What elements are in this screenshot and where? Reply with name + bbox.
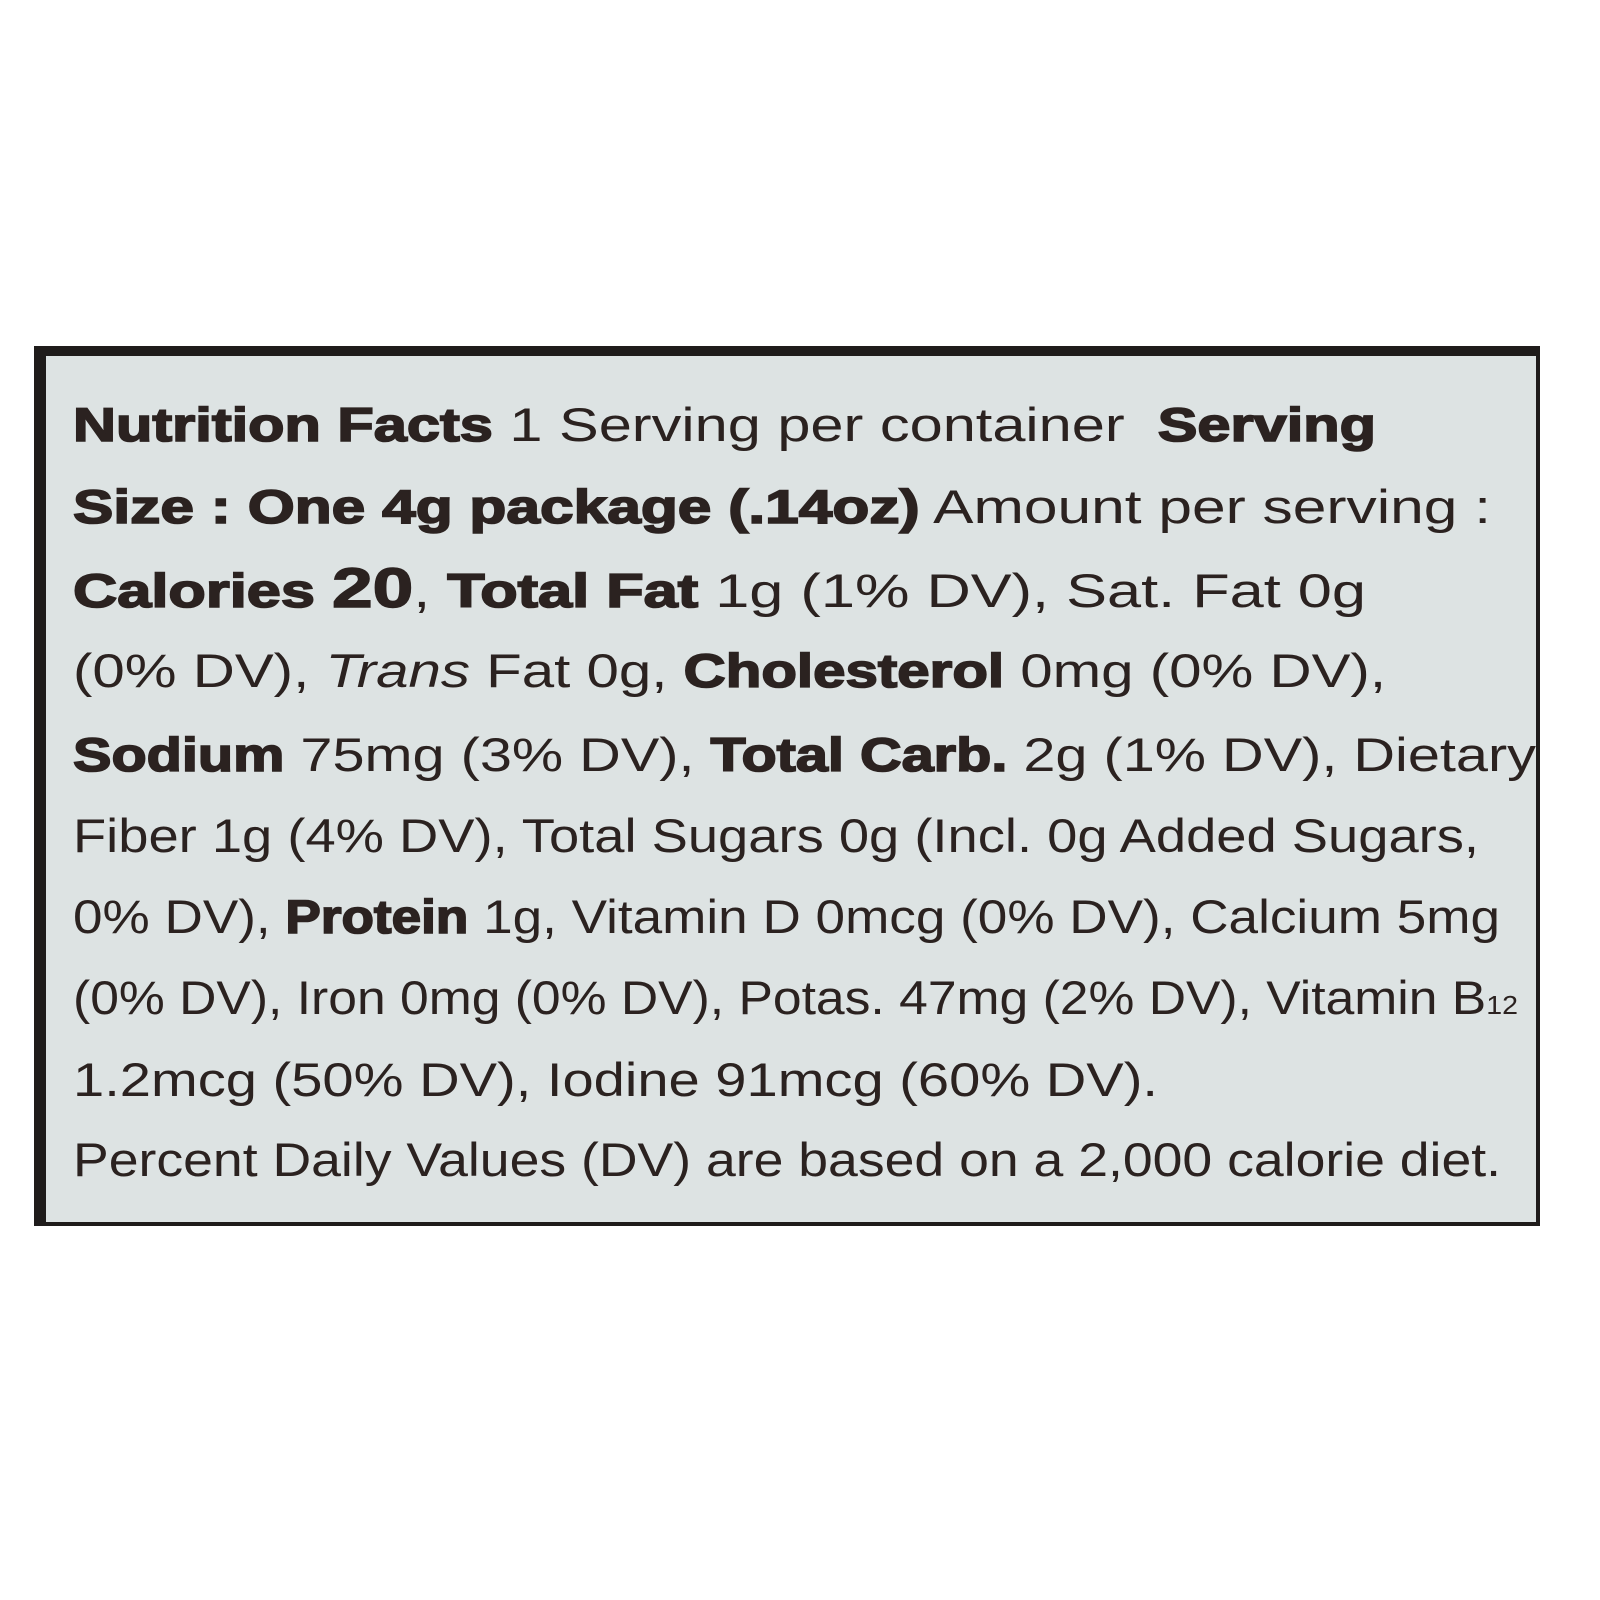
label-text: 1 Serving per container <box>492 398 1158 451</box>
label-text: Percent Daily Values (DV) are based on a… <box>73 1133 1501 1186</box>
nutrient-label: Serving <box>1157 397 1377 452</box>
nutrition-facts-label: Nutrition Facts 1 Serving per container … <box>34 346 1540 1226</box>
nutrient-label: Cholesterol <box>683 643 1005 698</box>
label-text: 2g (1% DV), Dietary <box>1007 728 1536 781</box>
label-text: Amount per serving : <box>919 480 1491 533</box>
label-text: 1.2mcg (50% DV), Iodine 91mcg (60% DV). <box>73 1053 1158 1106</box>
label-text: 0% DV), <box>73 890 286 943</box>
label-text: Fat 0g, <box>470 644 684 697</box>
label-text: 75mg (3% DV), <box>284 728 711 781</box>
label-line: (0% DV), Trans Fat 0g, Cholesterol 0mg (… <box>73 641 1386 701</box>
label-text: (0% DV), Iron 0mg (0% DV), Potas. 47mg (… <box>73 971 1487 1024</box>
label-line: (0% DV), Iron 0mg (0% DV), Potas. 47mg (… <box>73 968 1518 1035</box>
label-text: Trans <box>325 644 471 697</box>
label-line: Size : One 4g package (.14oz) Amount per… <box>72 477 1491 537</box>
nutrient-label: 20 <box>331 556 414 619</box>
label-line: 0% DV), Protein 1g, Vitamin D 0mcg (0% D… <box>73 887 1500 947</box>
nutrient-label: Total Fat <box>446 563 699 618</box>
nutrient-label: Calories <box>72 563 332 618</box>
label-text: 12 <box>1486 990 1518 1020</box>
nutrient-label: Total Carb. <box>710 727 1009 782</box>
label-text: Fiber 1g (4% DV), Total Sugars 0g (Incl.… <box>73 809 1479 862</box>
label-line: Percent Daily Values (DV) are based on a… <box>73 1130 1501 1190</box>
label-line: Sodium 75mg (3% DV), Total Carb. 2g (1% … <box>72 725 1536 785</box>
nutrient-label: Nutrition Facts <box>72 397 494 452</box>
label-text: 1g, Vitamin D 0mcg (0% DV), Calcium 5mg <box>468 890 1501 943</box>
label-line: Calories 20, Total Fat 1g (1% DV), Sat. … <box>72 556 1366 621</box>
nutrient-label: Sodium <box>72 727 285 782</box>
label-text: 0mg (0% DV), <box>1004 644 1386 697</box>
nutrient-label: Size : One 4g package (.14oz) <box>72 479 921 534</box>
label-text: , <box>413 564 448 617</box>
label-line: Fiber 1g (4% DV), Total Sugars 0g (Incl.… <box>73 806 1479 866</box>
label-line: Nutrition Facts 1 Serving per container … <box>72 395 1377 455</box>
label-text: (0% DV), <box>73 644 326 697</box>
label-line: 1.2mcg (50% DV), Iodine 91mcg (60% DV). <box>73 1050 1158 1110</box>
nutrient-label: Protein <box>285 889 470 944</box>
label-text: 1g (1% DV), Sat. Fat 0g <box>698 564 1366 617</box>
